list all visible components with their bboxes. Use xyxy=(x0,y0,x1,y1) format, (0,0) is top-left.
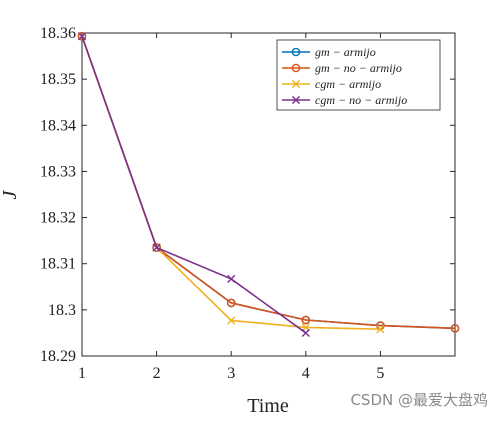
data-point xyxy=(77,32,87,41)
data-point xyxy=(301,328,310,338)
y-tick-label: 18.29 xyxy=(40,348,76,365)
data-point xyxy=(291,47,301,57)
x-tick-label: 5 xyxy=(376,365,384,382)
data-point xyxy=(226,298,236,308)
y-axis-label: J xyxy=(0,189,21,199)
x-tick-label: 2 xyxy=(153,365,161,382)
data-point xyxy=(152,243,161,252)
series-line xyxy=(81,35,307,334)
legend-label: cgm − armijo xyxy=(315,77,381,91)
y-tick-label: 18.32 xyxy=(40,210,76,227)
legend-label: cgm − no − armijo xyxy=(315,93,407,107)
data-point xyxy=(291,95,301,105)
y-tick-label: 18.35 xyxy=(40,71,76,88)
data-point xyxy=(291,63,301,73)
y-tick-label: 18.3 xyxy=(48,302,76,319)
data-point xyxy=(450,324,460,333)
data-point xyxy=(152,243,161,252)
data-point xyxy=(376,325,385,334)
watermark: CSDN @最爱大盘鸡 xyxy=(350,391,488,409)
series-4 xyxy=(77,32,310,338)
x-tick-label: 4 xyxy=(302,365,310,382)
x-tick-label: 1 xyxy=(78,365,86,382)
x-tick-label: 3 xyxy=(227,365,235,382)
y-tick-label: 18.36 xyxy=(40,25,76,42)
x-axis-label: Time xyxy=(247,395,289,416)
data-point xyxy=(227,274,236,284)
data-point xyxy=(301,315,311,325)
legend: gm − armijo gm − no − armijo cgm − armijo c… xyxy=(276,39,441,111)
legend-label: gm − armijo xyxy=(315,45,376,59)
y-tick-label: 18.31 xyxy=(40,256,76,273)
y-tick-label: 18.33 xyxy=(40,163,76,180)
data-point xyxy=(291,79,301,89)
data-point xyxy=(77,31,87,41)
y-tick-label: 18.34 xyxy=(40,117,76,134)
data-point xyxy=(227,316,236,325)
legend-label: gm − no − armijo xyxy=(315,61,402,75)
